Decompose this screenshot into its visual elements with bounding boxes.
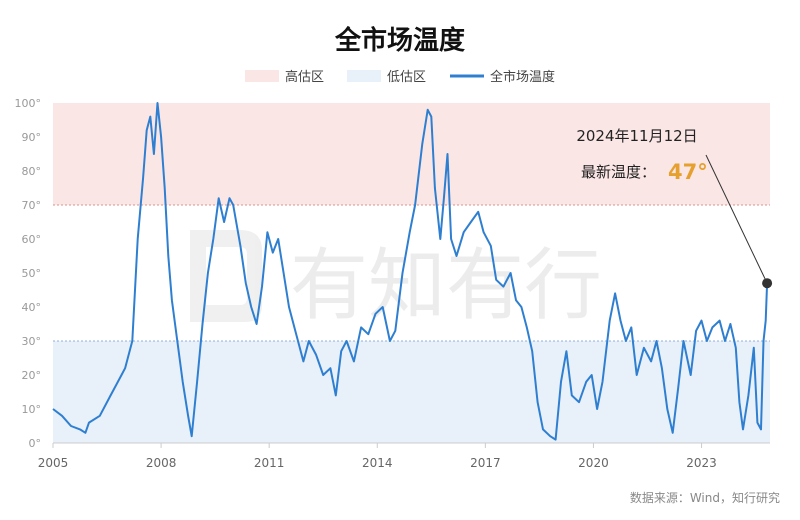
series-layer [52, 102, 769, 441]
y-tick-label: 30° [22, 335, 42, 348]
y-tick-label: 0° [29, 437, 42, 450]
series-line-temperature [52, 102, 769, 441]
y-tick-label: 90° [22, 131, 42, 144]
chart-title: 全市场温度 [334, 25, 465, 56]
x-tick-label: 2005 [38, 456, 69, 470]
x-tick-label: 2023 [686, 456, 717, 470]
x-axis: 2005 2008 2011 2014 2017 2020 2023 [38, 442, 770, 470]
y-tick-label: 40° [22, 301, 42, 314]
y-tick-label: 50° [22, 267, 42, 280]
legend-label-low: 低估区 [387, 70, 426, 85]
annotation-leader-line [705, 154, 768, 284]
y-tick-label: 10° [22, 403, 42, 416]
annotation-date: 2024年11月12日 [576, 127, 697, 145]
annotation-label: 最新温度： [581, 163, 656, 181]
y-tick-label: 80° [22, 165, 42, 178]
x-tick-label: 2014 [362, 456, 393, 470]
annotation-value: 47° [668, 160, 708, 184]
watermark-logo [190, 230, 262, 322]
band-high [53, 103, 770, 205]
source-note: 数据来源：Wind，知行研究 [630, 490, 780, 505]
legend-label-line: 全市场温度 [490, 69, 555, 85]
latest-point-marker [762, 278, 773, 289]
watermark-text: 有知有行 [290, 241, 602, 331]
bands-layer [53, 103, 770, 443]
x-tick-label: 2020 [578, 456, 609, 470]
y-tick-label: 60° [22, 233, 42, 246]
legend: 高估区 低估区 全市场温度 [245, 69, 555, 85]
legend-swatch-low [347, 70, 381, 82]
y-axis: 0° 10° 20° 30° 40° 50° 60° 70° 80° 90° 100° [15, 97, 42, 450]
y-tick-label: 70° [22, 199, 42, 212]
legend-swatch-high [245, 70, 279, 82]
watermark: 有知有行 [190, 230, 602, 331]
x-tick-label: 2011 [254, 456, 285, 470]
x-tick-label: 2017 [470, 456, 501, 470]
x-tick-label: 2008 [146, 456, 177, 470]
band-low [53, 341, 770, 443]
legend-label-high: 高估区 [285, 69, 324, 85]
y-tick-label: 20° [22, 369, 42, 382]
y-tick-label: 100° [15, 97, 42, 110]
